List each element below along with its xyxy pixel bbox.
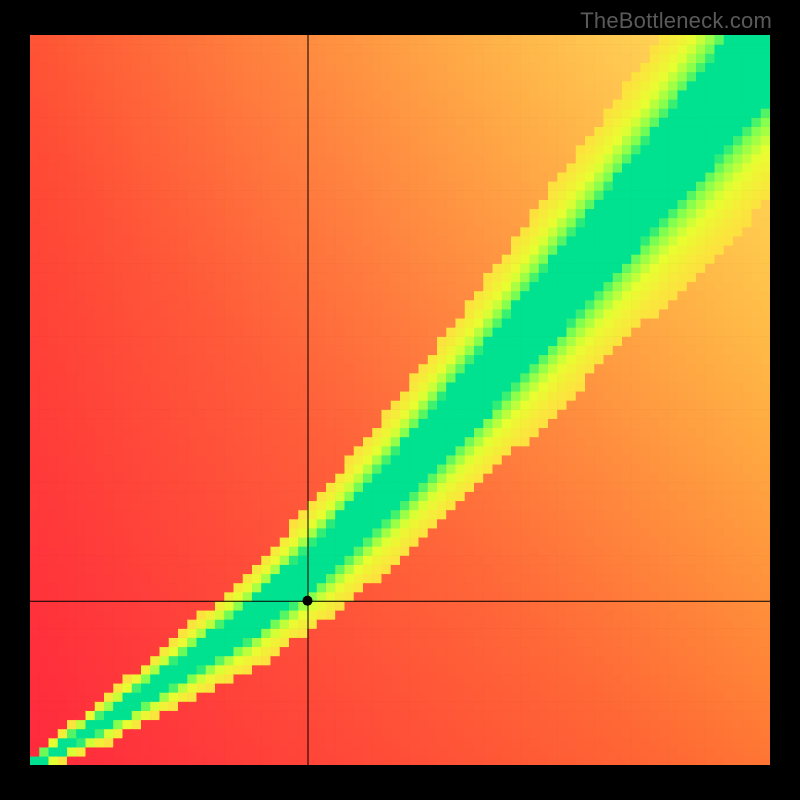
heatmap-plot-area [30,35,770,765]
watermark-text: TheBottleneck.com [580,8,772,34]
heatmap-canvas [30,35,770,765]
